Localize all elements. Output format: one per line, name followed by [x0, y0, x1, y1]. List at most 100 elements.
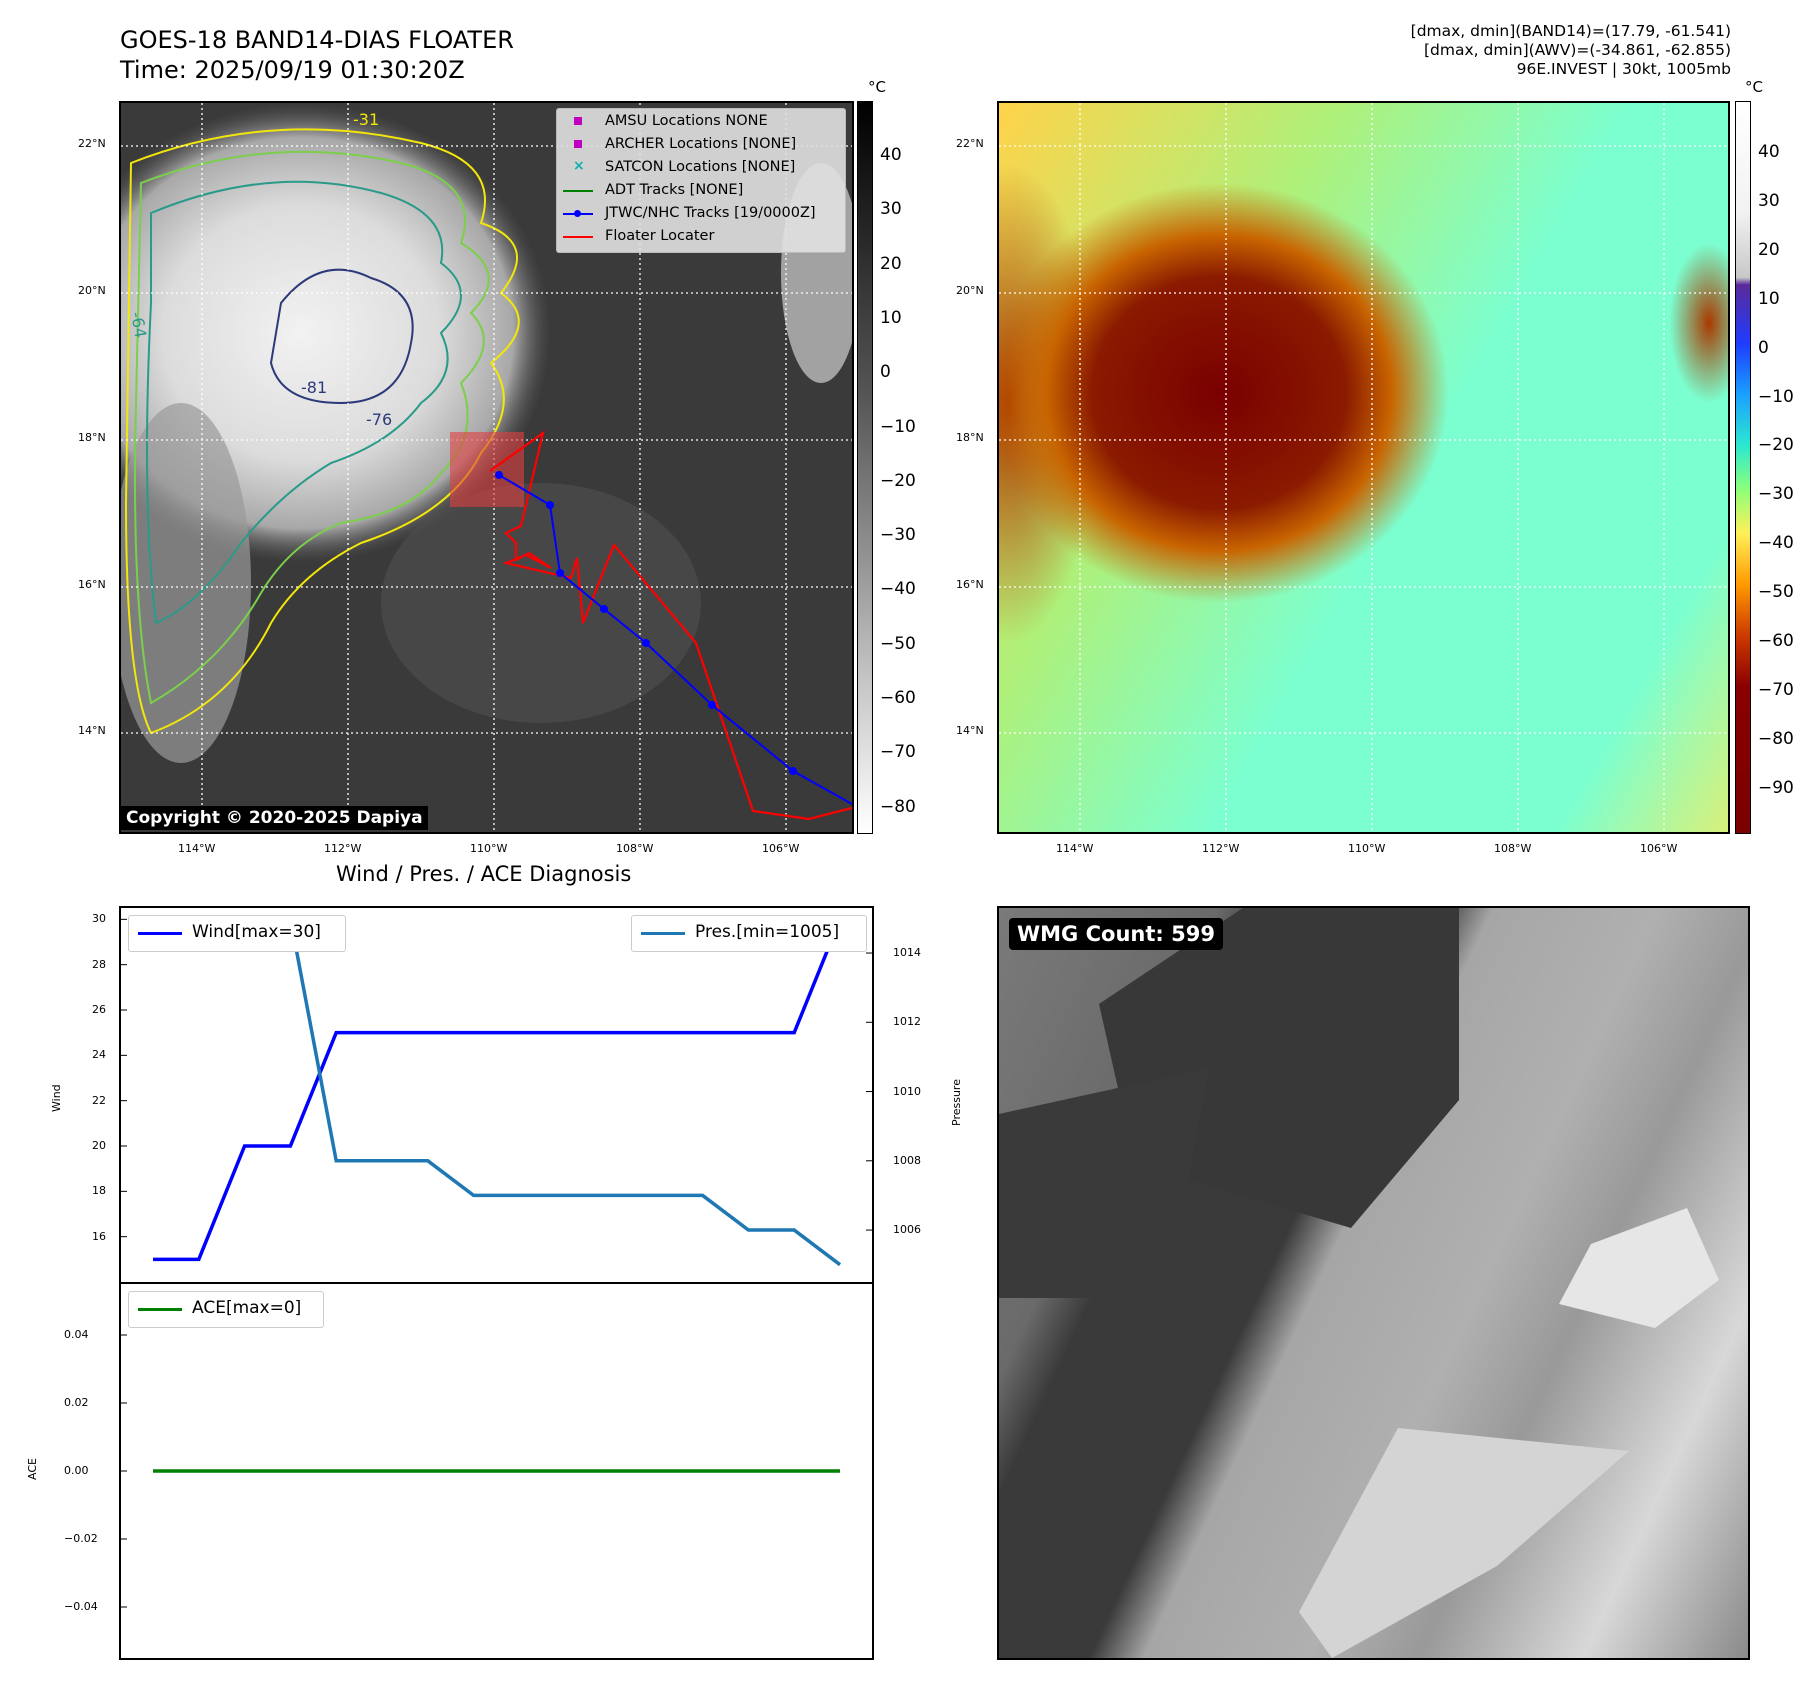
pressure-series-line [153, 916, 842, 1267]
wv-colorbar-tick: 0 [1758, 337, 1769, 358]
ir-colorbar-tick: 40 [880, 145, 902, 165]
contour-yellow [124, 128, 520, 735]
pres-ylabel: Pressure [950, 1079, 963, 1126]
wv-map-panel [997, 101, 1730, 834]
wind-ytick: 22 [92, 1093, 106, 1107]
ace-legend-label: ACE[max=0] [192, 1298, 302, 1318]
wv-lat-label: 20°N [956, 284, 984, 297]
ir-colorbar-tick: −50 [880, 633, 916, 654]
ir-lon-label: 114°W [178, 842, 216, 855]
contour-label-76: -76 [366, 410, 392, 429]
wv-colorbar-tick: −40 [1758, 533, 1794, 554]
wind-legend-label: Wind[max=30] [192, 922, 321, 942]
pres-legend-line-icon [641, 932, 685, 935]
wind-ytick: 20 [92, 1139, 106, 1152]
wmg-panel [997, 906, 1750, 1660]
wmg-bright-region [1559, 1208, 1719, 1328]
legend-adt: ADT Tracks [NONE] [605, 182, 744, 198]
contour-label-81: -81 [301, 378, 327, 397]
chart-time: Time: 2025/09/19 01:30:20Z [120, 56, 465, 84]
ir-lon-label: 110°W [470, 842, 508, 855]
ir-colorbar-tick: −60 [880, 688, 916, 708]
wv-colorbar-tick: 40 [1758, 142, 1780, 162]
wind-ytick: 24 [92, 1048, 106, 1062]
ace-legend: ACE[max=0] [128, 1291, 324, 1328]
ir-lat-label: 20°N [78, 284, 106, 297]
pres-ytick: 1008 [893, 1153, 921, 1167]
wv-colorbar-tick: 30 [1758, 190, 1780, 211]
copyright-label: Copyright © 2020-2025 Dapiya [121, 806, 428, 830]
pres-legend-label: Pres.[min=1005] [695, 922, 840, 942]
ir-lon-label: 106°W [762, 842, 800, 855]
info-band14-range: [dmax, dmin](BAND14)=(17.79, -61.541) [1410, 22, 1731, 40]
legend-jtwc: JTWC/NHC Tracks [19/0000Z] [605, 205, 816, 221]
ir-legend: AMSU Locations NONE ARCHER Locations [NO… [556, 108, 846, 253]
ir-lon-label: 112°W [324, 842, 362, 855]
wv-lat-label: 16°N [956, 578, 984, 591]
ir-colorbar-tick: −70 [880, 742, 916, 763]
ace-ytick: 0.04 [64, 1328, 89, 1341]
wind-ytick: 16 [92, 1229, 106, 1243]
wv-colorbar-tick: −70 [1758, 679, 1794, 700]
wv-gridlines [999, 103, 1728, 832]
wmg-bright-region-low [1299, 1428, 1629, 1658]
wv-lon-label: 106°W [1640, 842, 1678, 855]
ir-lat-label: 18°N [78, 431, 106, 444]
jtwc-track [498, 474, 852, 805]
ir-lon-label: 108°W [616, 842, 654, 855]
ace-ytick: 0.00 [64, 1464, 89, 1477]
floater-line-icon [563, 236, 593, 238]
wv-lat-label: 18°N [956, 431, 984, 444]
contour-label-64: -64 [127, 310, 150, 339]
ace-plot [119, 1282, 874, 1660]
ace-ytick: 0.02 [64, 1396, 89, 1409]
wind-ytick: 26 [92, 1003, 106, 1016]
wind-pres-plot [119, 906, 874, 1284]
adt-line-icon [563, 190, 593, 192]
legend-floater: Floater Locater [605, 228, 715, 244]
contour-navy [269, 268, 414, 405]
diagnosis-title: Wind / Pres. / ACE Diagnosis [336, 862, 632, 886]
ir-colorbar-tick: −20 [880, 470, 916, 491]
ir-colorbar [857, 101, 873, 834]
ir-lat-label: 16°N [78, 578, 106, 591]
wv-colorbar-tick: −50 [1758, 582, 1794, 603]
jtwc-dot-icon [574, 210, 581, 217]
contour-label-31: -31 [353, 110, 379, 129]
ir-colorbar-tick: 0 [880, 362, 891, 383]
wind-legend: Wind[max=30] [128, 915, 346, 952]
ir-colorbar-tick: −30 [880, 525, 916, 546]
ir-colorbar-tick: 30 [880, 199, 902, 220]
wv-colorbar-unit: °C [1745, 78, 1763, 96]
chart-title: GOES-18 BAND14-DIAS FLOATER [120, 26, 514, 54]
floater-box [450, 432, 524, 507]
wv-lon-label: 112°W [1202, 842, 1240, 855]
wv-colorbar-tick: −10 [1758, 386, 1794, 407]
wind-ytick: 18 [92, 1184, 106, 1198]
pres-ytick: 1012 [893, 1015, 921, 1029]
wv-colorbar-tick: −20 [1758, 435, 1794, 456]
wmg-count-label: WMG Count: 599 [1009, 918, 1223, 950]
wind-legend-line-icon [138, 932, 182, 935]
wind-series-line [153, 918, 842, 1262]
ir-lat-label: 22°N [78, 137, 106, 150]
wv-colorbar [1735, 101, 1751, 834]
jtwc-track-points [495, 471, 797, 775]
wv-lon-label: 108°W [1494, 842, 1532, 855]
wmg-dark-region-left [999, 1068, 1209, 1298]
wv-colorbar-tick: 10 [1758, 288, 1780, 309]
wind-pres-svg [121, 916, 872, 1267]
wv-colorbar-tick: −60 [1758, 631, 1794, 651]
floater-locater-track [489, 430, 852, 821]
pres-legend: Pres.[min=1005] [631, 915, 867, 952]
wv-lat-label: 14°N [956, 724, 984, 737]
wv-colorbar-tick: −90 [1758, 777, 1794, 798]
pres-ytick: 1006 [893, 1223, 921, 1237]
ace-legend-line-icon [138, 1308, 182, 1311]
wv-colorbar-tick: −80 [1758, 728, 1794, 749]
ir-map-image: -81 -76 -64 -31 [121, 103, 852, 832]
wind-ylabel: Wind [50, 1084, 63, 1112]
ace-ylabel: ACE [26, 1458, 39, 1480]
archer-marker-icon [574, 140, 582, 148]
amsu-marker-icon [574, 117, 582, 125]
